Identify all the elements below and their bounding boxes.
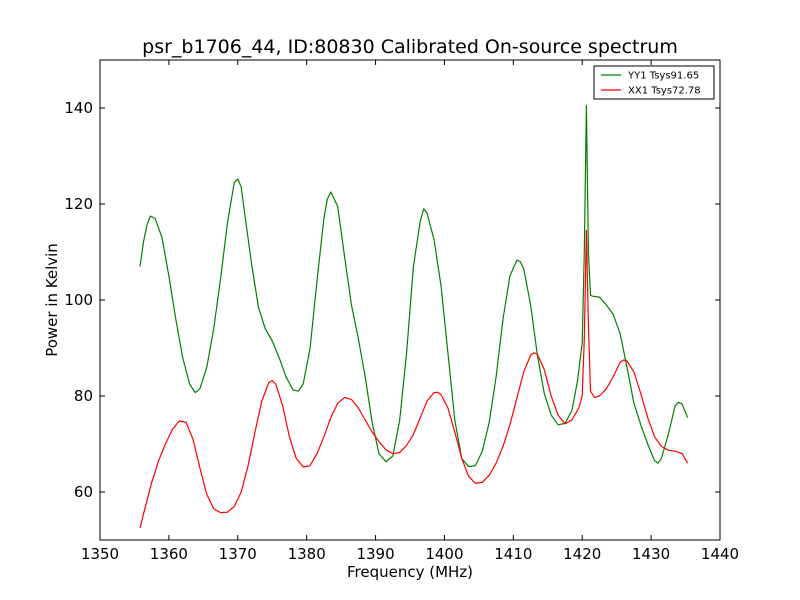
series-line-2: [139, 229, 689, 529]
y-tick-label: 100: [64, 291, 93, 309]
x-tick-label: 1380: [288, 545, 326, 563]
legend-box: [593, 65, 715, 100]
series-line-1: [139, 104, 689, 468]
x-tick-label: 1370: [219, 545, 257, 563]
plot-lines: [139, 104, 689, 529]
y-tick-label: 120: [64, 195, 93, 213]
x-axis-ticks: 1350 1360 1370 1380 1390 1400 1410 1420 1430 1440: [81, 60, 739, 563]
legend-label: XX1 Tsys72.78: [628, 86, 701, 97]
y-tick-label: 80: [74, 387, 93, 405]
x-axis-label: Frequency (MHz): [347, 563, 473, 581]
x-tick-label: 1440: [701, 545, 739, 563]
y-axis-label: Power in Kelvin: [43, 243, 61, 357]
y-tick-label: 60: [74, 483, 93, 501]
chart-title: psr_b1706_44, ID:80830 Calibrated On-sou…: [142, 36, 678, 58]
x-tick-label: 1420: [563, 545, 601, 563]
y-axis-ticks: 60 80 100 120 140: [64, 99, 720, 501]
y-tick-label: 140: [64, 99, 93, 117]
x-tick-label: 1360: [150, 545, 188, 563]
x-tick-label: 1410: [494, 545, 532, 563]
x-tick-label: 1430: [632, 545, 670, 563]
plot-area: [100, 60, 720, 540]
plot-frame: [99, 59, 721, 541]
legend: YY1 Tsys91.65 XX1 Tsys72.78: [593, 65, 715, 100]
legend-label: YY1 Tsys91.65: [627, 71, 699, 82]
x-tick-label: 1400: [425, 545, 463, 563]
x-tick-label: 1350: [81, 545, 119, 563]
x-tick-label: 1390: [356, 545, 394, 563]
